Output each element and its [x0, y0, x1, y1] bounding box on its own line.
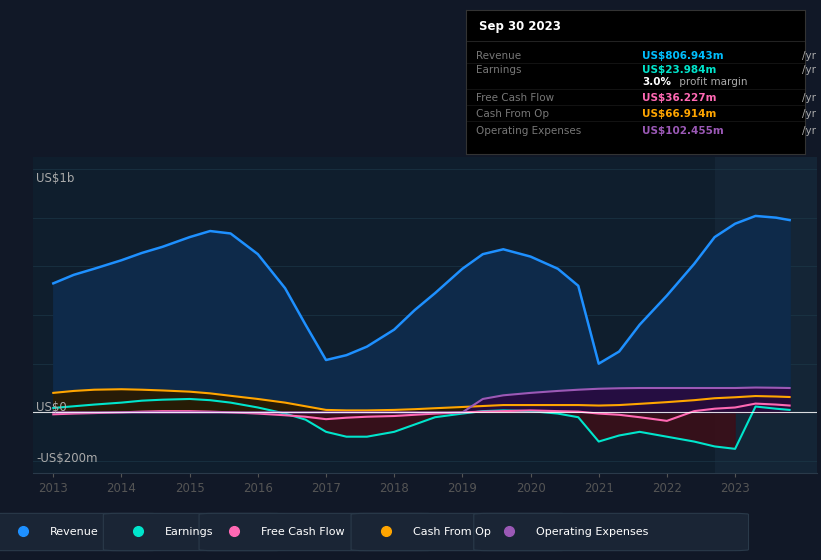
FancyBboxPatch shape: [351, 514, 571, 550]
Text: Revenue: Revenue: [50, 527, 99, 537]
Text: US$0: US$0: [36, 402, 67, 414]
Text: Earnings: Earnings: [165, 527, 213, 537]
Text: /yr: /yr: [802, 92, 816, 102]
Text: -US$200m: -US$200m: [36, 451, 98, 465]
Text: US$36.227m: US$36.227m: [642, 92, 717, 102]
Text: Cash From Op: Cash From Op: [413, 527, 491, 537]
Text: 3.0%: 3.0%: [642, 77, 672, 87]
Text: Operating Expenses: Operating Expenses: [535, 527, 648, 537]
FancyBboxPatch shape: [474, 514, 749, 550]
Text: Free Cash Flow: Free Cash Flow: [261, 527, 344, 537]
FancyBboxPatch shape: [199, 514, 437, 550]
Text: /yr: /yr: [802, 126, 816, 136]
Text: Free Cash Flow: Free Cash Flow: [475, 92, 554, 102]
Text: US$102.455m: US$102.455m: [642, 126, 724, 136]
Text: Cash From Op: Cash From Op: [475, 109, 548, 119]
Text: Sep 30 2023: Sep 30 2023: [479, 20, 561, 34]
Text: /yr: /yr: [802, 51, 816, 60]
Text: Earnings: Earnings: [475, 65, 521, 75]
Text: US$23.984m: US$23.984m: [642, 65, 717, 75]
Text: /yr: /yr: [802, 109, 816, 119]
FancyBboxPatch shape: [0, 514, 161, 550]
Text: /yr: /yr: [802, 65, 816, 75]
FancyBboxPatch shape: [103, 514, 286, 550]
Bar: [714, 157, 817, 473]
Text: profit margin: profit margin: [677, 77, 748, 87]
Text: US$806.943m: US$806.943m: [642, 51, 724, 60]
Text: Revenue: Revenue: [475, 51, 521, 60]
Text: Operating Expenses: Operating Expenses: [475, 126, 581, 136]
Text: US$1b: US$1b: [36, 172, 75, 185]
Text: US$66.914m: US$66.914m: [642, 109, 717, 119]
